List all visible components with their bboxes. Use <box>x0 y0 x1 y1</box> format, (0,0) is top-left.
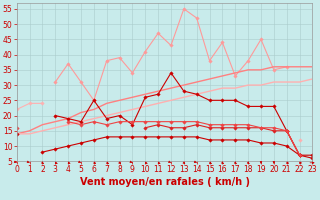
X-axis label: Vent moyen/en rafales ( km/h ): Vent moyen/en rafales ( km/h ) <box>80 177 250 187</box>
